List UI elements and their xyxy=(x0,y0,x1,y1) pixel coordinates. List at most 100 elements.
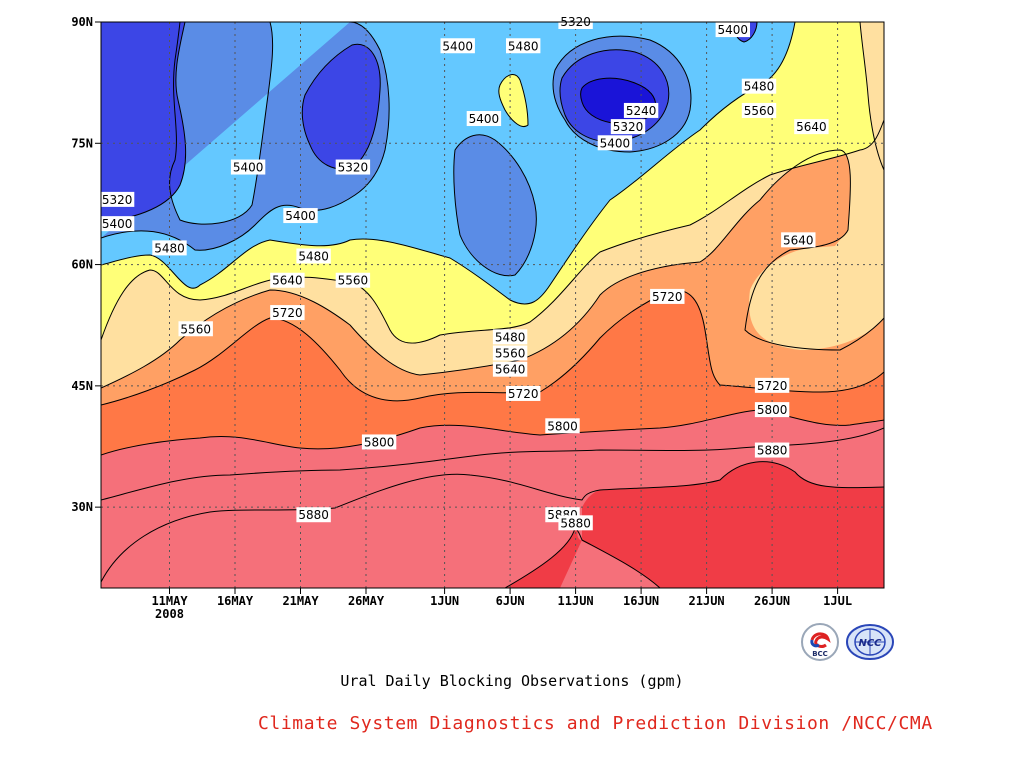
ncc-logo-text: NCC xyxy=(858,638,882,649)
contour-label-6: 5720 xyxy=(270,305,305,321)
x-tick-label-10: 1JUL xyxy=(823,594,852,608)
x-tick-label-1: 16MAY xyxy=(217,594,254,608)
fill-5560-area-east xyxy=(860,22,884,170)
contour-label-bg xyxy=(178,321,213,337)
contour-label-bg xyxy=(492,361,528,377)
contour-label-text: 5400 xyxy=(442,39,473,53)
contour-labels: 5320 5400 5480 5560 5400 5640 5720 5400 5480 5880… xyxy=(99,14,829,531)
fill-5240-area-mid xyxy=(302,44,381,170)
contour-label-19: 5720 xyxy=(506,385,541,401)
contour-line-5320-north xyxy=(552,35,692,153)
contour-label-4: 5400 xyxy=(230,159,266,175)
contour-label-bg xyxy=(506,38,541,54)
x-tick-label-4: 1JUN xyxy=(430,594,459,608)
contour-label-bg xyxy=(623,102,659,118)
contour-label-1: 5400 xyxy=(99,216,135,232)
contour-label-text: 5560 xyxy=(180,322,211,336)
contour-label-bg xyxy=(99,191,135,207)
contour-label-bg xyxy=(270,305,305,321)
contour-line-5240-north xyxy=(559,49,670,143)
x-tick-label-9: 26JUN xyxy=(754,594,790,608)
contour-label-text: 5400 xyxy=(600,136,631,150)
contour-label-bg xyxy=(741,102,777,118)
contour-line-5720 xyxy=(101,409,884,456)
contour-label-text: 5480 xyxy=(298,249,329,263)
chart-caption: Ural Daily Blocking Observations (gpm) xyxy=(340,672,684,690)
contour-label-bg xyxy=(270,272,305,288)
contour-line-5560 xyxy=(101,149,884,389)
contour-label-bg xyxy=(335,272,371,288)
contour-label-text: 5320 xyxy=(102,193,133,207)
contour-label-bg xyxy=(754,377,790,393)
contour-label-text: 5880 xyxy=(298,508,329,522)
contour-label-bg xyxy=(99,216,135,232)
contour-label-text: 5400 xyxy=(469,112,500,126)
contour-line-5640 xyxy=(101,289,884,406)
contour-label-bg xyxy=(152,240,187,256)
fill-5240-area-west xyxy=(101,22,186,222)
contour-label-text: 5720 xyxy=(757,379,788,393)
contour-label-text: 5400 xyxy=(718,23,749,37)
plot-frame xyxy=(100,21,885,589)
contour-label-bg xyxy=(361,434,397,450)
contour-label-13: 5400 xyxy=(440,38,475,54)
contour-label-text: 5320 xyxy=(338,161,369,175)
contour-label-text: 5720 xyxy=(652,290,683,304)
contour-label-bg xyxy=(296,507,331,523)
contour-label-text: 5480 xyxy=(508,39,539,53)
contour-label-29: 5480 xyxy=(741,78,777,94)
y-tick-label-0: 30N xyxy=(71,500,93,514)
contour-label-bg xyxy=(610,119,646,135)
contour-label-text: 5640 xyxy=(495,363,526,377)
contour-line-5240-mid xyxy=(301,43,381,170)
contour-label-text: 5240 xyxy=(626,104,657,118)
contour-label-17: 5560 xyxy=(492,345,528,361)
contour-label-text: 5640 xyxy=(796,120,827,134)
contour-label-18: 5640 xyxy=(492,361,528,377)
contour-label-bg xyxy=(440,38,475,54)
ncc-logo-icon: NCC xyxy=(846,624,894,660)
contour-label-text: 5400 xyxy=(233,161,264,175)
contour-line-5320-ridge xyxy=(169,22,274,225)
contour-label-bg xyxy=(492,345,528,361)
contour-label-33: 5720 xyxy=(754,377,790,393)
contour-label-text: 5480 xyxy=(495,330,526,344)
contour-label-bg xyxy=(650,288,685,304)
contour-line-5480 xyxy=(101,119,884,344)
contour-label-30: 5560 xyxy=(741,102,777,118)
contour-label-bg xyxy=(296,248,331,264)
x-axis: 11MAY 16MAY 21MAY 26MAY 1JUN 6JUN 11JUN 16JUN 21… xyxy=(151,588,852,621)
contour-label-text: 5560 xyxy=(338,274,369,288)
x-tick-label-5: 6JUN xyxy=(496,594,525,608)
contour-label-bg xyxy=(754,442,790,458)
contour-label-text: 5880 xyxy=(757,444,788,458)
contour-label-7: 5400 xyxy=(283,208,318,224)
contour-label-text: 5640 xyxy=(783,233,814,247)
contour-label-12: 5800 xyxy=(361,434,397,450)
credit-line: Climate System Diagnostics and Predictio… xyxy=(258,713,933,734)
x-tick-label-7: 16JUN xyxy=(623,594,659,608)
contour-label-27: 5720 xyxy=(650,288,685,304)
x-tick-label-2: 21MAY xyxy=(282,594,319,608)
y-tick-label-2: 60N xyxy=(71,258,93,272)
contour-label-11: 5560 xyxy=(335,272,371,288)
contour-label-bg xyxy=(506,385,541,401)
contour-line-5240-west xyxy=(101,22,187,223)
contour-label-32: 5640 xyxy=(781,232,816,248)
y-tick-label-1: 45N xyxy=(71,379,93,393)
contour-label-3: 5560 xyxy=(178,321,213,337)
contour-label-8: 5480 xyxy=(296,248,331,264)
contour-line-5880-tongue xyxy=(504,527,661,588)
contour-label-15: 5480 xyxy=(506,38,541,54)
contour-label-text: 5400 xyxy=(285,209,316,223)
contour-label-10: 5320 xyxy=(335,159,371,175)
contour-label-bg xyxy=(492,329,528,345)
contour-label-bg xyxy=(715,22,750,38)
x-year-label: 2008 xyxy=(155,607,184,621)
contour-line-5320-center xyxy=(453,134,537,277)
contour-label-bg xyxy=(558,515,593,531)
contour-fills xyxy=(101,22,884,588)
fill-5480-area-north xyxy=(498,74,528,127)
contour-label-text: 5800 xyxy=(547,419,578,433)
